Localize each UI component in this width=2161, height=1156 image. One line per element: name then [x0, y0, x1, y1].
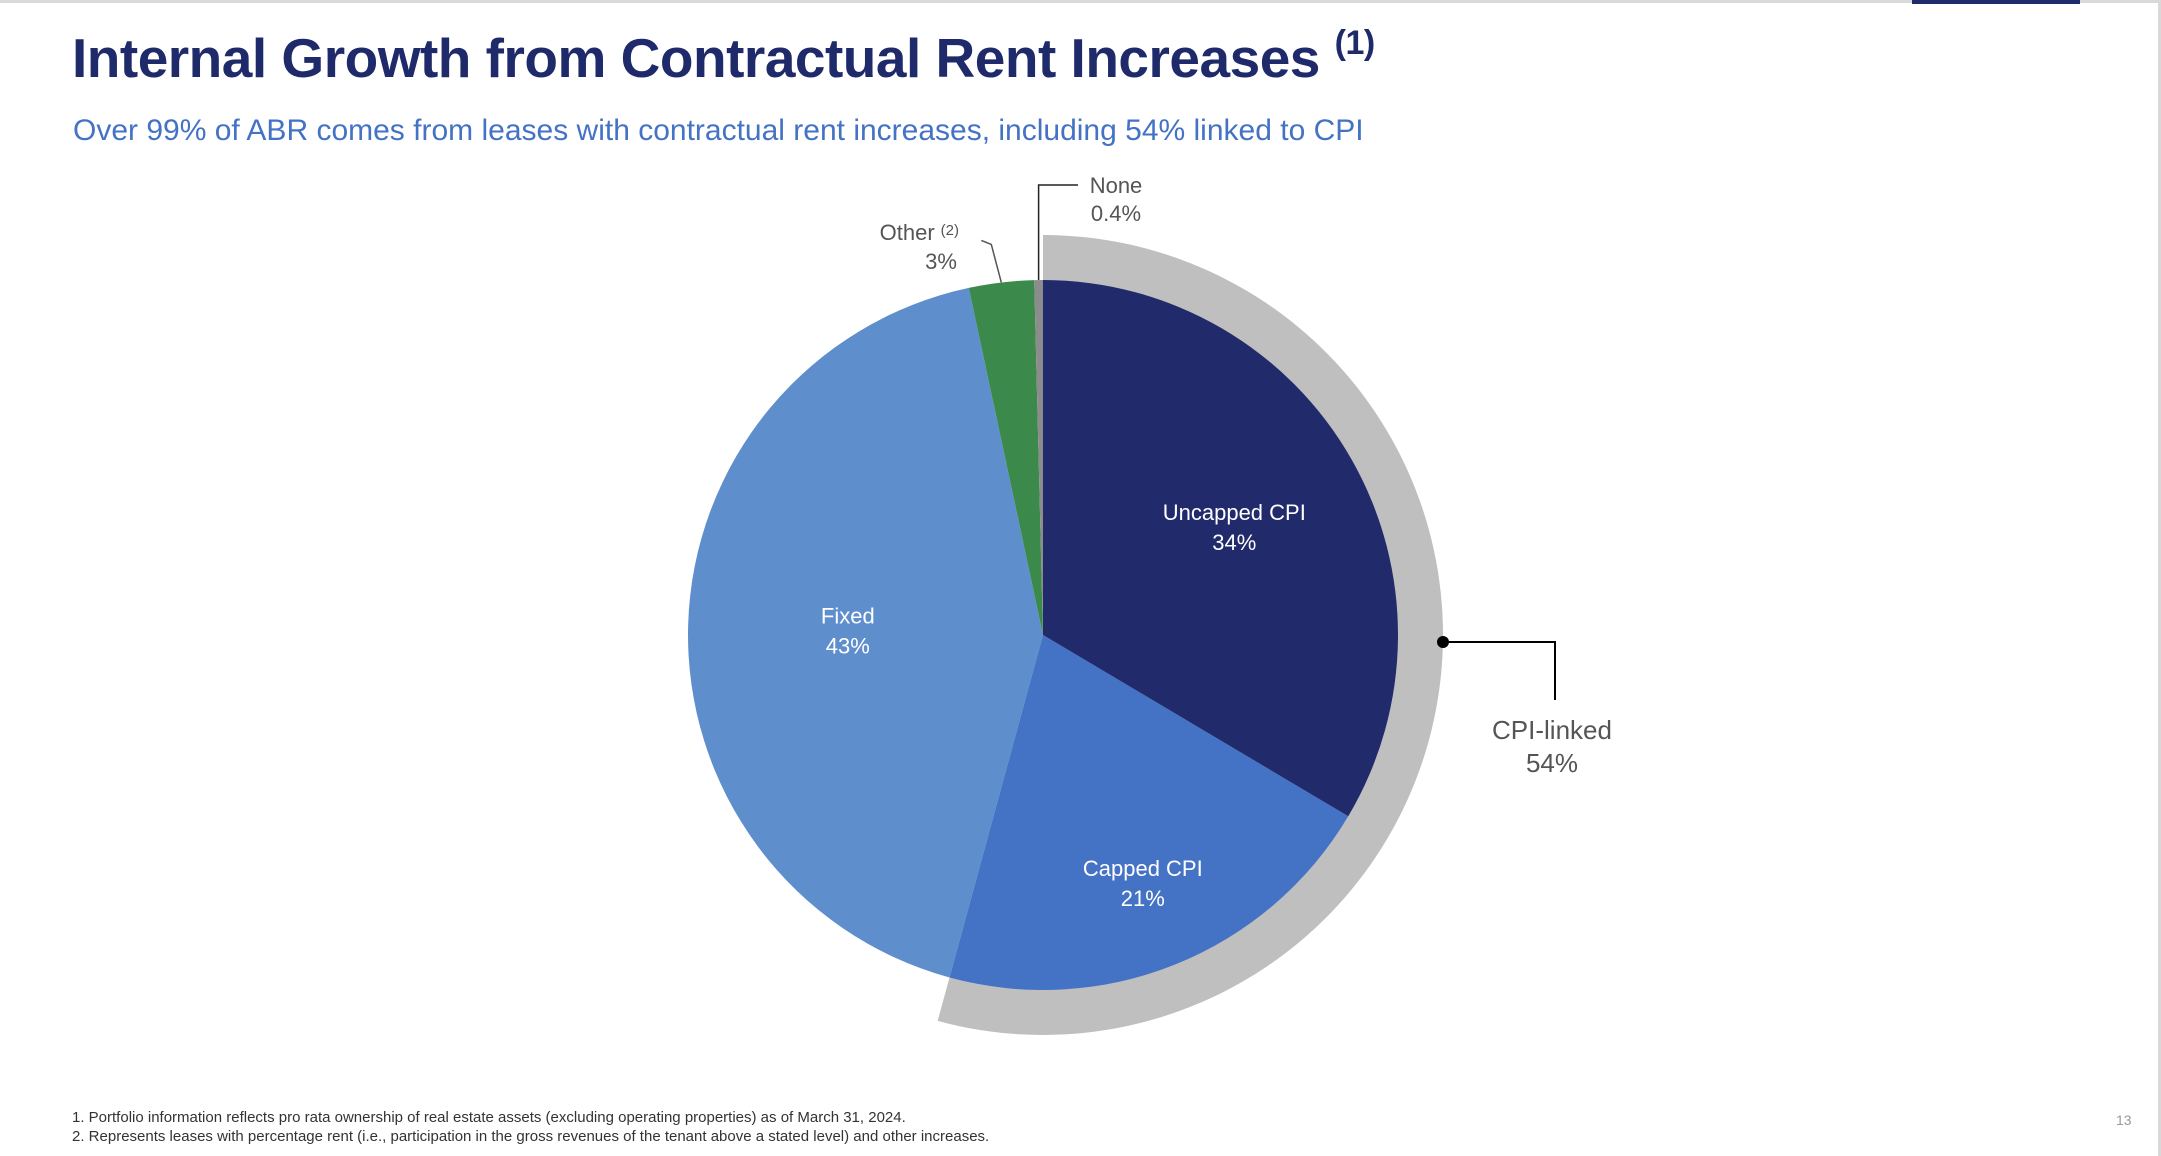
leader-line-cpi-linked [1443, 641, 1556, 700]
pie-slice-other [968, 280, 1043, 635]
slice-value-other: 3% [925, 249, 957, 274]
pie-slice-capped-cpi [949, 635, 1349, 990]
cpi-linked-label: CPI-linked [1492, 715, 1612, 745]
slice-label-none: None [1090, 173, 1143, 198]
slice-label-other: Other (2) [880, 220, 959, 245]
slice-label-capped-cpi: Capped CPI [1083, 856, 1203, 881]
pie-slice-fixed [688, 287, 1043, 978]
slice-value-capped-cpi: 21% [1121, 886, 1165, 911]
top-accent-bar [1912, 0, 2080, 4]
slice-value-none: 0.4% [1091, 201, 1141, 226]
slice-label-fixed: Fixed [821, 604, 875, 629]
cpi-linked-value: 54% [1526, 748, 1578, 778]
slice-label-uncapped-cpi: Uncapped CPI [1163, 500, 1306, 525]
pie-slice-uncapped-cpi [1043, 280, 1398, 817]
leader-line-other [981, 239, 1003, 283]
footnote-2: 2. Represents leases with percentage ren… [72, 1128, 990, 1145]
pie-slice-none [1034, 280, 1043, 635]
footnote-1: 1. Portfolio information reflects pro ra… [72, 1109, 906, 1126]
title-footnote-ref: (1) [1334, 23, 1376, 62]
top-rule [0, 0, 2161, 3]
leader-line-none [1037, 184, 1078, 281]
pie-chart: Uncapped CPI 34% Capped CPI 21% Fixed 43% Othe… [688, 173, 1612, 1035]
slide-title-text: Internal Growth from Contractual Rent In… [72, 27, 1320, 89]
slice-value-uncapped-cpi: 34% [1212, 530, 1256, 555]
right-edge-rule [2158, 0, 2161, 1156]
page-number: 13 [2116, 1112, 2132, 1128]
other-footnote-ref: (2) [941, 222, 959, 239]
slide-subtitle: Over 99% of ABR comes from leases with c… [73, 114, 1364, 147]
slide-title: Internal Growth from Contractual Rent In… [72, 23, 1376, 90]
footnotes: 1. Portfolio information reflects pro ra… [72, 1108, 989, 1146]
slice-value-fixed: 43% [826, 634, 870, 659]
